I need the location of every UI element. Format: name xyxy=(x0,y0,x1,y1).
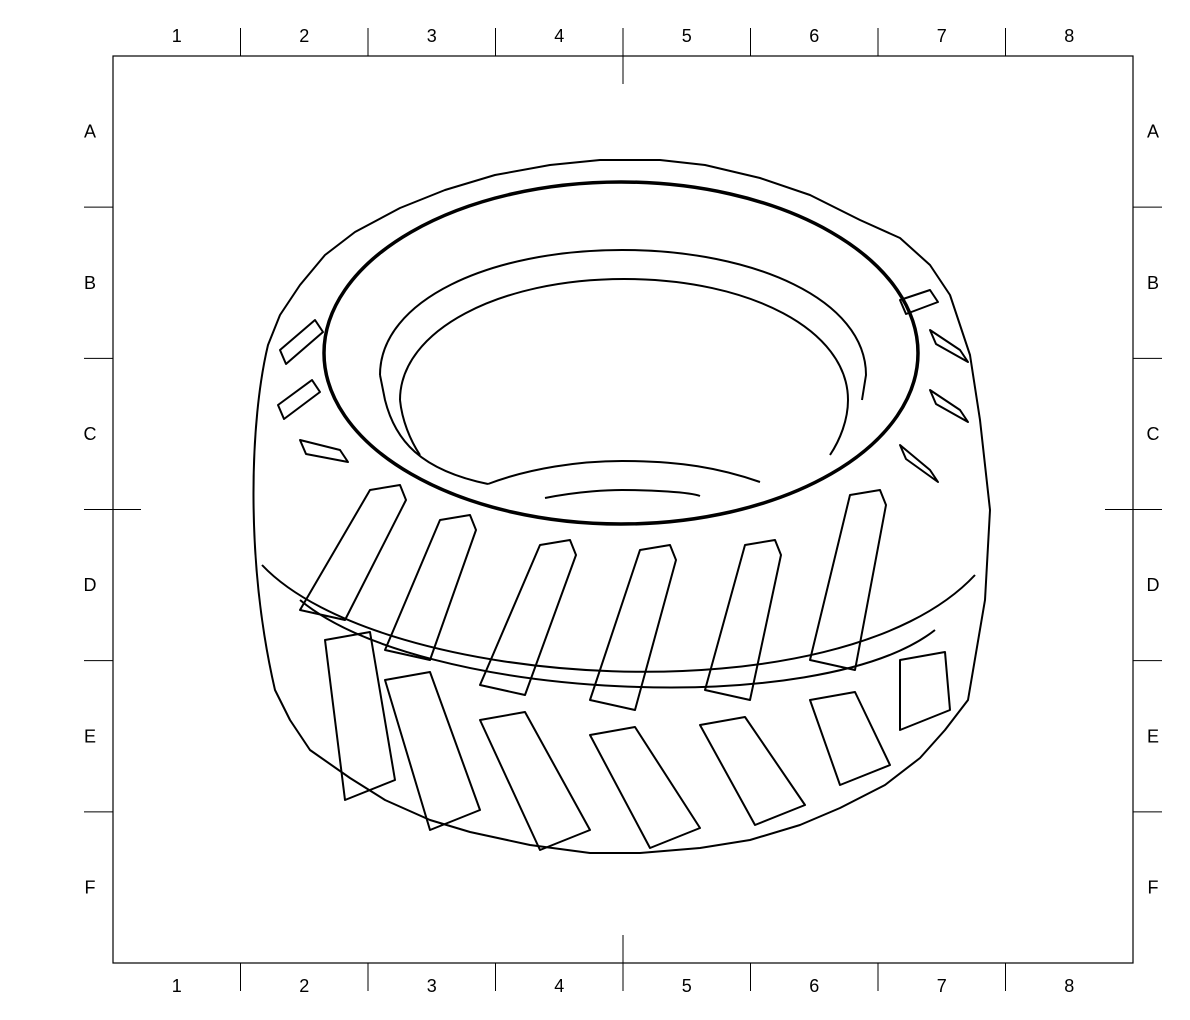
column-label-top: 3 xyxy=(427,26,437,46)
column-label-bottom: 4 xyxy=(554,976,564,996)
column-label-bottom: 6 xyxy=(809,976,819,996)
tread-lug-lower xyxy=(324,631,396,801)
tread-lug-upper xyxy=(384,514,477,661)
tread-lug-side xyxy=(899,289,939,315)
tread-lug-lower xyxy=(479,711,591,851)
column-label-bottom: 7 xyxy=(937,976,947,996)
tire-body-outline xyxy=(252,159,991,854)
drawing-frame xyxy=(112,55,1134,964)
row-label-left: C xyxy=(84,424,97,444)
tread-lug-upper xyxy=(704,539,782,701)
tread-lug-upper xyxy=(589,544,677,711)
column-label-bottom: 1 xyxy=(172,976,182,996)
tire-bore-lower xyxy=(399,399,421,456)
tire-drawing xyxy=(252,159,991,854)
tread-lug-lower xyxy=(899,651,951,731)
column-label-top: 5 xyxy=(682,26,692,46)
column-label-top: 4 xyxy=(554,26,564,46)
tire-rim-inner-ring xyxy=(379,249,867,401)
tread-lug-lower xyxy=(384,671,481,831)
tread-lug-lower xyxy=(809,691,891,786)
tread-lug-lower xyxy=(589,726,701,849)
tire-rim-inner-ring-2 xyxy=(379,374,489,485)
column-label-bottom: 5 xyxy=(682,976,692,996)
column-label-bottom: 3 xyxy=(427,976,437,996)
row-label-left: F xyxy=(85,877,96,897)
tire-inner-back-edge xyxy=(487,460,761,485)
tread-lug-upper xyxy=(299,484,407,621)
tread-center-band-upper xyxy=(261,564,976,673)
tire-inner-back-edge-2 xyxy=(544,489,701,499)
row-label-left: E xyxy=(84,726,96,746)
column-label-top: 7 xyxy=(937,26,947,46)
tread-center-band xyxy=(299,599,936,689)
tread-lug-side xyxy=(929,329,969,363)
row-label-left: D xyxy=(84,575,97,595)
row-label-right: D xyxy=(1147,575,1160,595)
row-label-right: A xyxy=(1147,122,1159,142)
row-label-right: C xyxy=(1147,424,1160,444)
tread-lug-side xyxy=(299,439,349,463)
column-label-top: 1 xyxy=(172,26,182,46)
tread-lug-side xyxy=(277,379,321,420)
tread-lug-side xyxy=(899,444,939,483)
column-label-top: 2 xyxy=(299,26,309,46)
column-label-top: 8 xyxy=(1064,26,1074,46)
tread-lug-side xyxy=(929,389,969,423)
tread-lug-side xyxy=(279,319,324,365)
row-label-left: A xyxy=(84,122,96,142)
row-label-left: B xyxy=(84,273,96,293)
column-label-bottom: 8 xyxy=(1064,976,1074,996)
tire-bore xyxy=(399,278,849,456)
tread-lug-lower xyxy=(699,716,806,826)
column-label-bottom: 2 xyxy=(299,976,309,996)
tread-lug-upper xyxy=(479,539,577,696)
tread-lug-upper xyxy=(809,489,887,671)
tread-lugs xyxy=(261,289,976,851)
row-label-right: B xyxy=(1147,273,1159,293)
tire-rim-outer xyxy=(322,180,920,526)
row-label-right: F xyxy=(1148,877,1159,897)
zone-markers: 1 1 2 2 3 3 4 4 5 5 6 6 7 7 8 8 A A B B C C D D E E F F xyxy=(84,26,1162,996)
column-label-top: 6 xyxy=(809,26,819,46)
row-label-right: E xyxy=(1147,726,1159,746)
